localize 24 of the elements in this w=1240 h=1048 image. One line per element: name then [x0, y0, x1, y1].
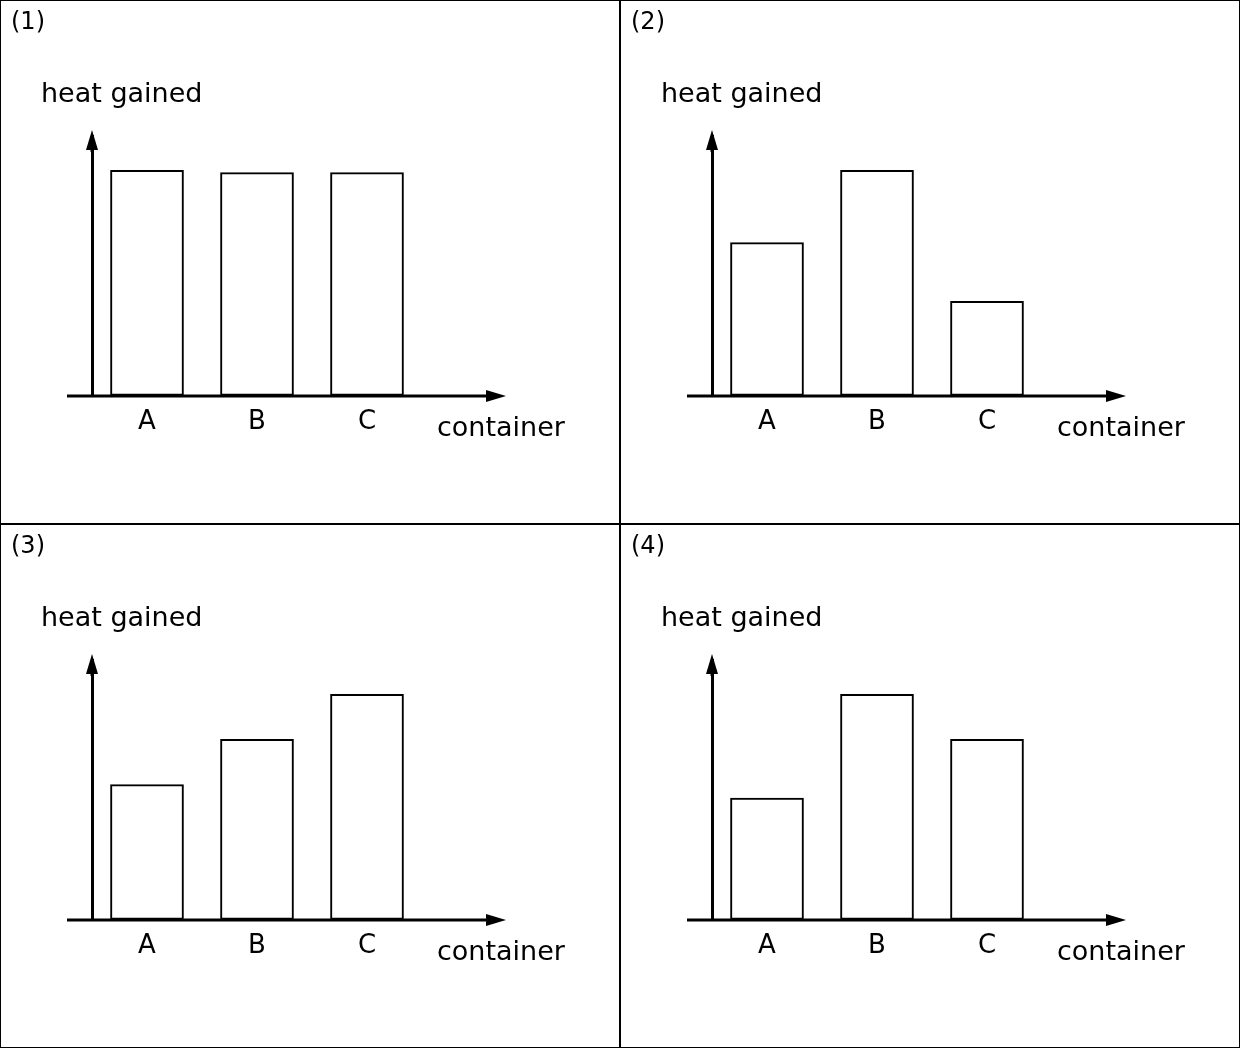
x-tick-label: C: [977, 929, 997, 960]
x-axis-title: container: [1057, 411, 1185, 442]
x-tick-label: B: [868, 929, 886, 960]
chart-title: (4): [631, 531, 665, 559]
x-axis-title: container: [1057, 935, 1185, 966]
chart-title: (2): [631, 7, 665, 35]
y-axis-title: heat gained: [661, 77, 823, 108]
x-axis-title: container: [437, 935, 565, 966]
x-tick-label: B: [868, 405, 886, 436]
x-tick-label: B: [248, 929, 266, 960]
x-tick-label: C: [357, 929, 377, 960]
y-axis-title: heat gained: [661, 601, 823, 632]
x-tick-label: B: [248, 405, 266, 436]
y-axis-title: heat gained: [41, 77, 203, 108]
x-tick-label: A: [138, 405, 157, 436]
chart-title: (3): [11, 531, 45, 559]
x-axis-title: container: [437, 411, 565, 442]
x-tick-label: A: [758, 405, 777, 436]
x-tick-label: A: [758, 929, 777, 960]
y-axis-title: heat gained: [41, 601, 203, 632]
x-tick-label: C: [357, 405, 377, 436]
chart-title: (1): [11, 7, 45, 35]
x-tick-label: A: [138, 929, 157, 960]
x-tick-label: C: [977, 405, 997, 436]
